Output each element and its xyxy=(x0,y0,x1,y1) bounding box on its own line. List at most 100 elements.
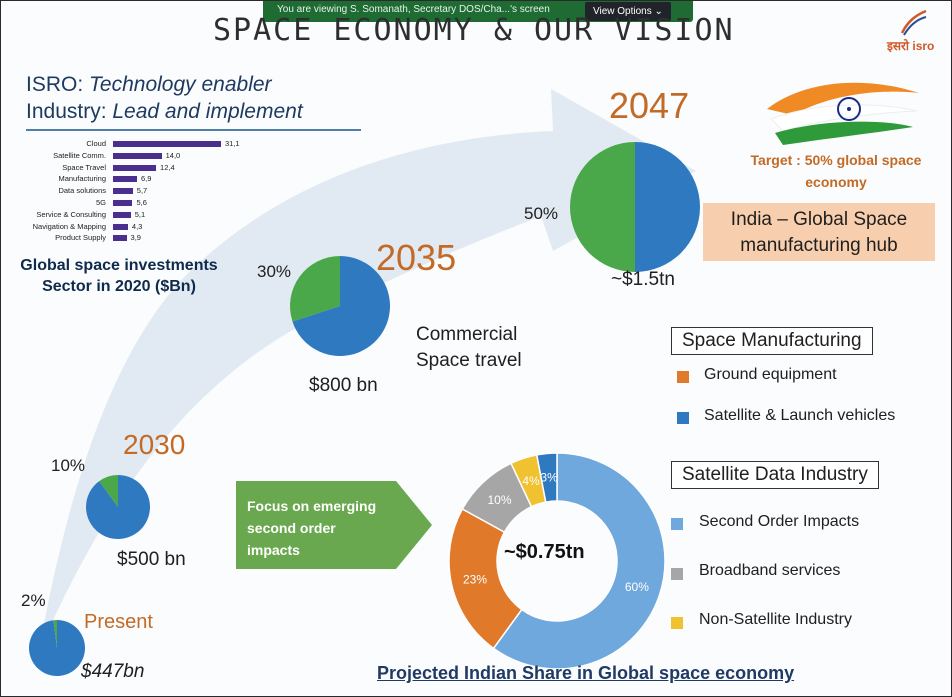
commercial-space-travel-text: Commercial Space travel xyxy=(416,322,522,374)
view-options-button[interactable]: View Options ⌄ xyxy=(585,2,671,21)
bar xyxy=(113,141,221,147)
milestone-2035-pct: 30% xyxy=(257,262,292,281)
target-line1: Target : 50% global space xyxy=(750,152,922,168)
tagline-industry: Industry: Lead and implement xyxy=(26,100,303,124)
focus-line2: second order xyxy=(247,520,336,536)
legend-ground-equipment: Ground equipment xyxy=(704,366,837,383)
view-options-label: View Options xyxy=(593,6,652,17)
milestone-present-value: $447bn xyxy=(81,661,145,682)
bar xyxy=(113,211,131,218)
milestone-2047-pct: 50% xyxy=(524,204,559,223)
hub-callout: India – Global Space manufacturing hub xyxy=(703,203,935,261)
tagline-industry-label: Industry: xyxy=(26,100,113,123)
bar-category-label: 5G xyxy=(95,198,106,207)
donut-slice-label: 23% xyxy=(463,572,487,586)
legend-second-order: Second Order Impacts xyxy=(699,513,860,530)
isro-logo-text: इसरो isro xyxy=(887,39,935,53)
commercial-line2: Space travel xyxy=(416,350,522,371)
target-line2: economy xyxy=(805,174,867,190)
bar xyxy=(113,188,133,195)
pie-slice-share xyxy=(99,475,118,507)
screen-share-text: You are viewing S. Somanath, Secretary D… xyxy=(277,4,550,15)
bar-category-label: Manufacturing xyxy=(58,174,106,184)
bar-category-label: Data solutions xyxy=(58,186,106,196)
pie-slice-rest xyxy=(292,256,390,356)
bar-chart-caption-line1: Global space investments xyxy=(20,257,218,274)
bar xyxy=(113,200,133,206)
bar-value-label: 14,0 xyxy=(165,150,181,160)
india-flag-graphic xyxy=(767,82,919,145)
pie-slice-share xyxy=(570,142,635,272)
tagline-isro-role: Technology enabler xyxy=(89,73,272,96)
bar-value-label: 5,1 xyxy=(134,209,146,219)
milestone-2035-year: 2035 xyxy=(376,237,457,278)
bar xyxy=(113,235,127,242)
pie-slice-share xyxy=(290,256,340,322)
milestone-present-year: Present xyxy=(84,611,153,633)
bar xyxy=(113,164,157,171)
satellite-launch-swatch xyxy=(677,412,689,424)
legend-non-satellite: Non-Satellite Industry xyxy=(699,611,852,628)
milestone-2030-pct: 10% xyxy=(51,456,86,475)
milestone-2030-year: 2030 xyxy=(123,429,186,460)
ground-equipment-swatch xyxy=(677,371,689,383)
milestone-2047-year: 2047 xyxy=(609,85,690,126)
bar-category-label: Navigation & Mapping xyxy=(32,221,106,231)
donut-slice xyxy=(448,507,523,650)
tagline-isro-label: ISRO: xyxy=(26,73,90,96)
investment-bar-chart: Cloud 31,1 Satellite Comm. 14,0 Space Travel… xyxy=(3,139,263,249)
tagline-isro: ISRO: Technology enabler xyxy=(26,73,272,97)
legend-satellite-launch: Satellite & Launch vehicles xyxy=(704,407,896,424)
donut-slice xyxy=(492,452,666,670)
bar-value-label: 12,4 xyxy=(160,162,175,172)
pie-slice-share xyxy=(53,620,57,648)
milestone-2035-value: $800 bn xyxy=(309,375,378,396)
milestone-2030-value: $500 bn xyxy=(117,549,186,570)
chevron-down-icon: ⌄ xyxy=(654,6,663,17)
focus-line3: impacts xyxy=(247,542,300,558)
focus-arrow xyxy=(236,481,432,569)
pie-slice-rest xyxy=(28,620,85,676)
isro-rocket-logo xyxy=(900,9,927,36)
focus-text: Focus on emerging second order impacts xyxy=(247,495,376,561)
bar-value-label: 5,7 xyxy=(136,186,148,196)
bar-category-label: Satellite Comm. xyxy=(53,150,106,160)
tagline-industry-role: Lead and implement xyxy=(112,100,303,123)
hub-line1: India – Global Space xyxy=(730,209,908,230)
legend-manufacturing-heading: Space Manufacturing xyxy=(671,327,873,355)
bar-value-label: 6,9 xyxy=(140,174,152,184)
bar-chart-caption: Global space investments Sector in 2020 … xyxy=(9,255,229,297)
commercial-line1: Commercial xyxy=(416,324,518,345)
donut-caption: Projected Indian Share in Global space e… xyxy=(377,663,795,683)
bar-value-label: 31,1 xyxy=(225,139,240,148)
pie-slice-rest xyxy=(85,475,150,539)
milestone-2047-value: ~$1.5tn xyxy=(611,269,675,290)
donut-slice-label: 4% xyxy=(522,474,540,488)
bar xyxy=(113,223,128,230)
bar xyxy=(113,176,137,183)
divider xyxy=(26,129,361,131)
bar-chart-caption-line2: Sector in 2020 ($Bn) xyxy=(42,278,196,295)
page-title: SPACE ECONOMY & OUR VISION xyxy=(213,13,735,48)
bar-value-label: 3,9 xyxy=(130,233,141,243)
bar-category-label: Product Supply xyxy=(55,233,106,243)
broadband-swatch xyxy=(671,568,683,580)
bar-value-label: 5,6 xyxy=(136,198,147,207)
second-order-swatch xyxy=(671,518,683,530)
hub-line2: manufacturing hub xyxy=(740,235,898,256)
legend-broadband: Broadband services xyxy=(699,562,841,579)
donut-slice-label: 3% xyxy=(540,470,558,484)
target-text: Target : 50% global space economy xyxy=(731,149,941,193)
non-satellite-swatch xyxy=(671,617,683,629)
screen-share-banner: You are viewing S. Somanath, Secretary D… xyxy=(263,1,693,22)
donut-slice-label: 10% xyxy=(487,493,511,507)
milestone-present-pct: 2% xyxy=(21,591,46,610)
bar-category-label: Cloud xyxy=(86,139,106,148)
bar-value-label: 4,3 xyxy=(131,221,143,231)
bar-category-label: Service & Consulting xyxy=(36,209,106,219)
focus-line1: Focus on emerging xyxy=(247,498,377,514)
donut-slice xyxy=(535,452,558,503)
